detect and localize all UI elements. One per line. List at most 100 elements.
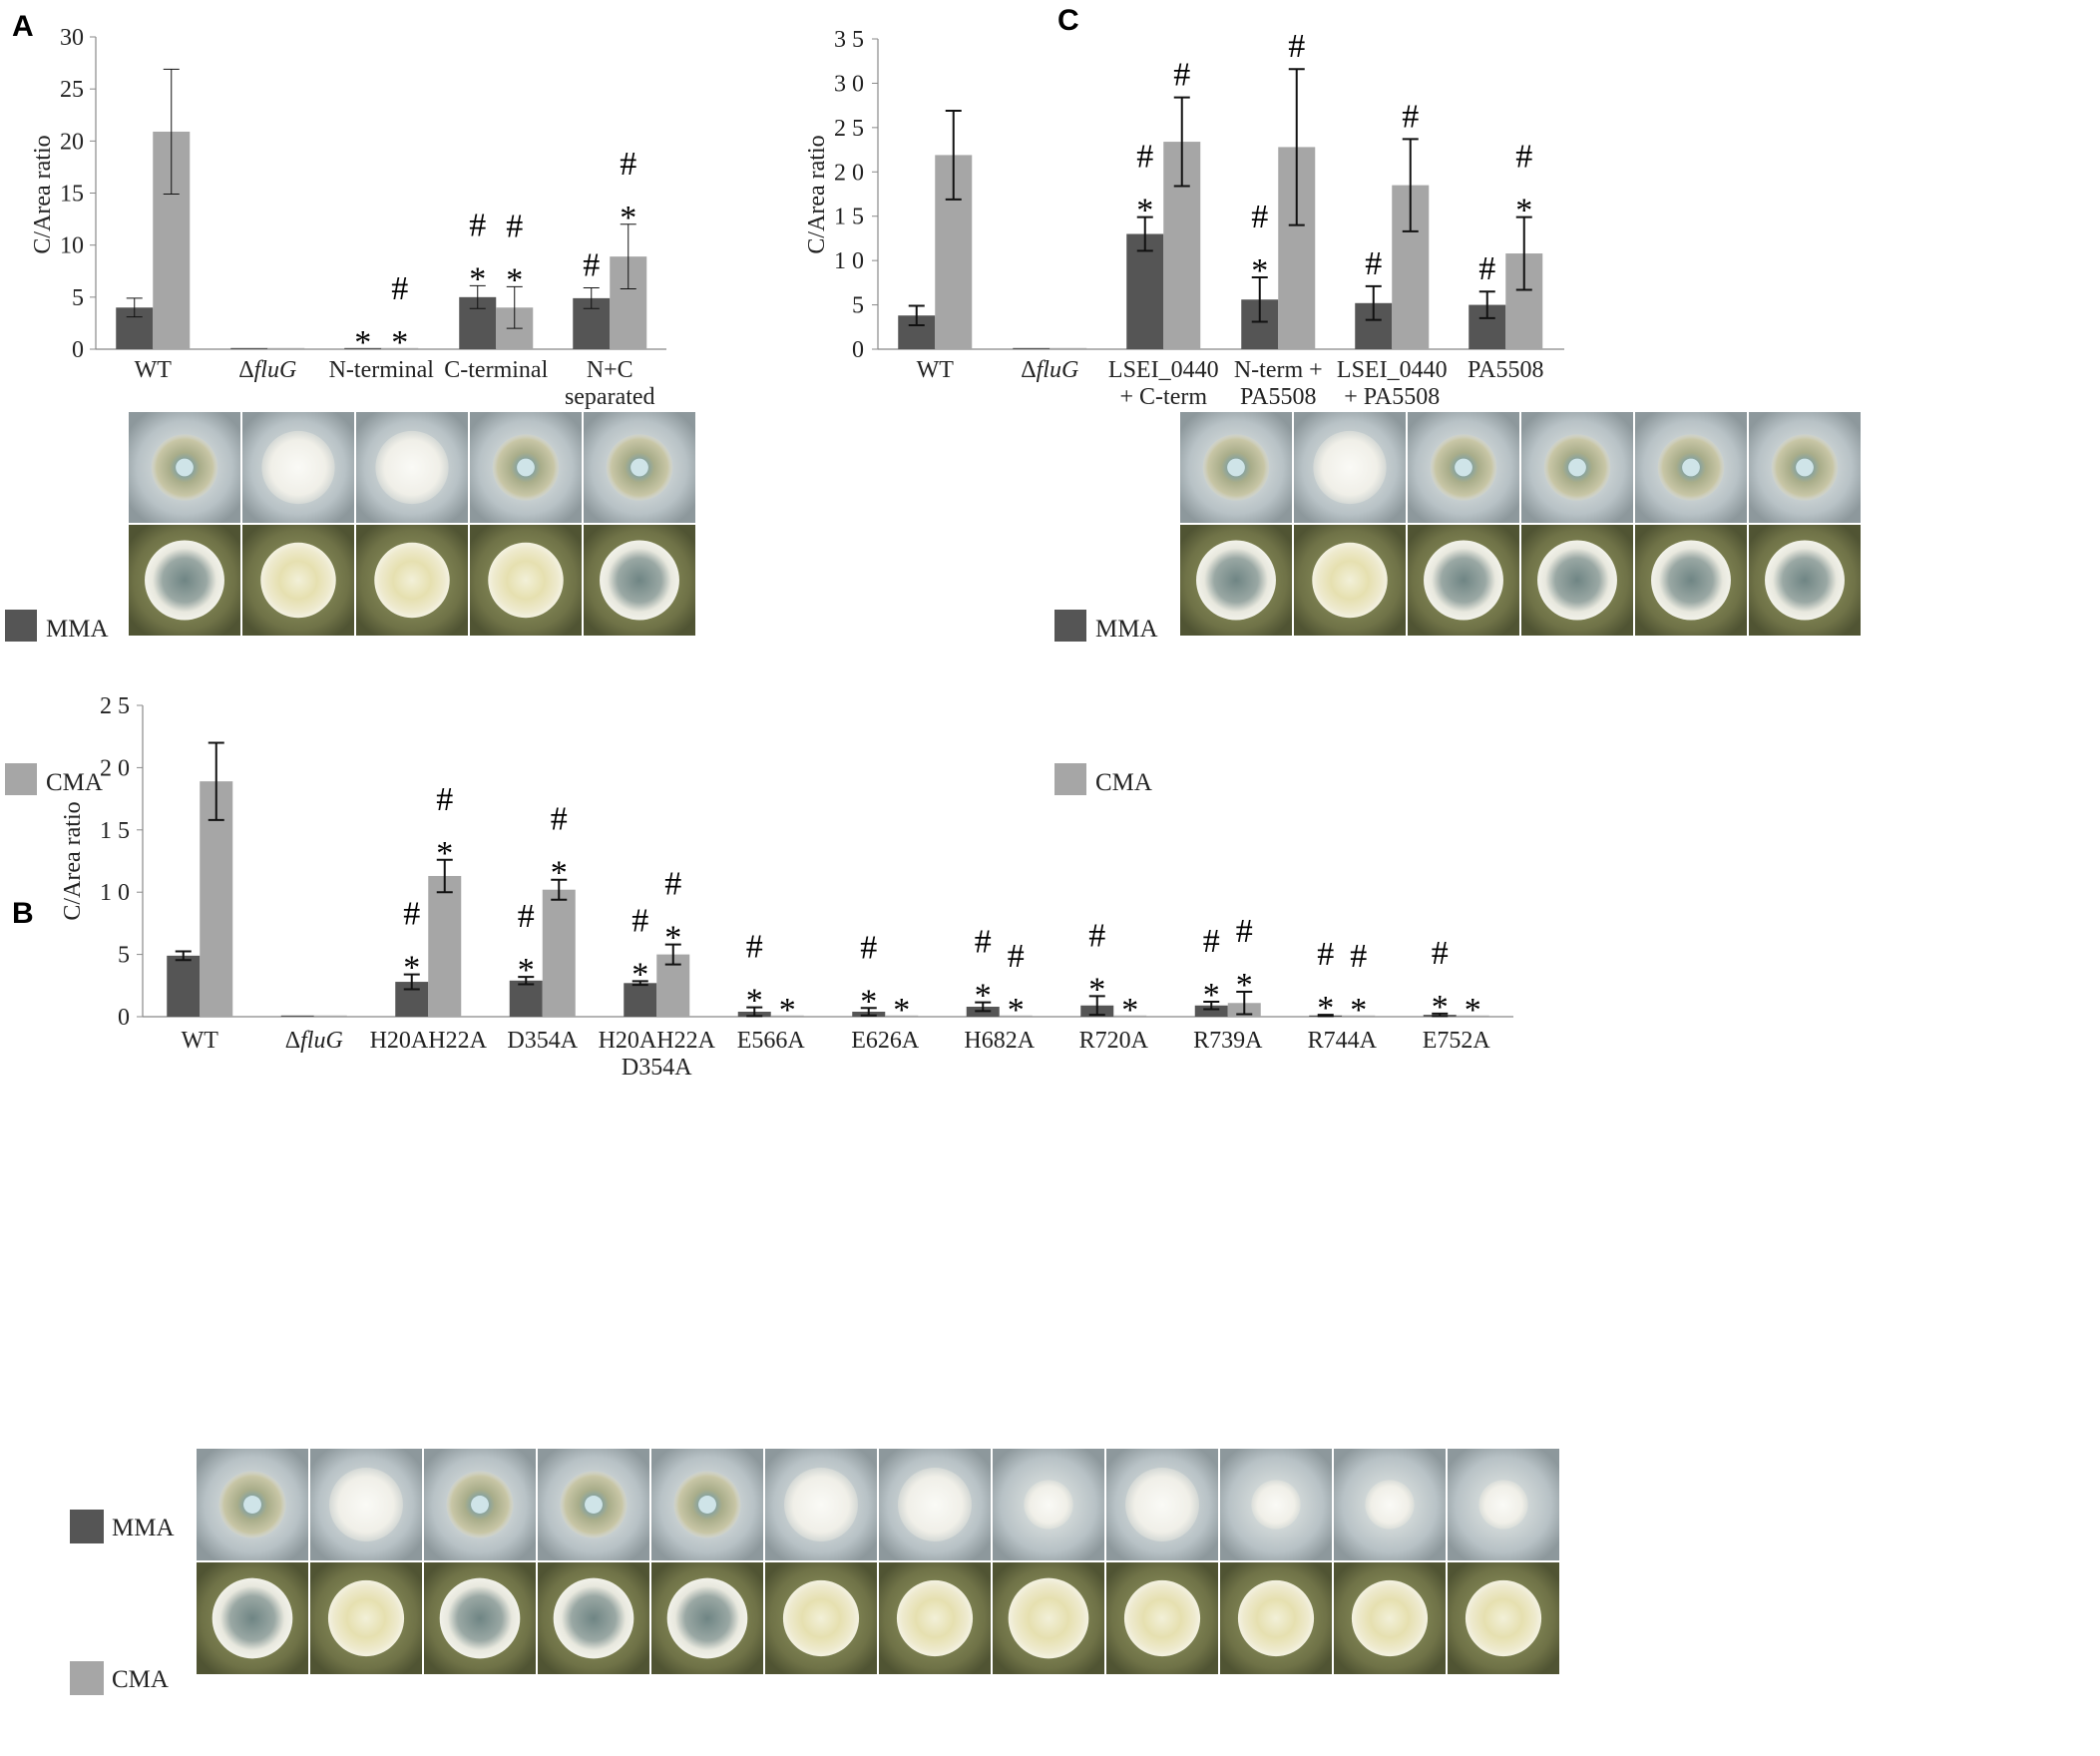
- bar-mma: [280, 1015, 314, 1017]
- colony: [488, 542, 564, 619]
- colony-center: [1568, 458, 1586, 477]
- significance-star: *: [779, 992, 796, 1029]
- colony-center: [1227, 458, 1245, 477]
- bar-cma: [1050, 347, 1087, 349]
- legend-label-mma: MMA: [1095, 616, 1158, 643]
- colony-center: [243, 1496, 261, 1514]
- plates-panel-b: [197, 1449, 1559, 1674]
- bar-cma: [885, 1015, 919, 1017]
- significance-star: *: [1350, 992, 1367, 1029]
- significance-hash: #: [1251, 199, 1268, 235]
- colony: [145, 540, 224, 621]
- significance-hash: #: [403, 896, 420, 933]
- significance-hash: #: [664, 866, 681, 903]
- x-category-label: LSEI_0440 + PA5508: [1337, 357, 1448, 410]
- y-tick-label: 1 0: [100, 880, 130, 906]
- significance-hash: #: [436, 781, 453, 818]
- colony-center: [698, 1496, 716, 1514]
- colony: [1465, 1579, 1542, 1657]
- bar-cma: [999, 1015, 1033, 1017]
- bar-cma: [267, 347, 305, 349]
- y-tick-label: 20: [60, 129, 84, 155]
- colony: [1196, 540, 1276, 621]
- plates-panel-a: [129, 412, 695, 636]
- significance-star: *: [746, 983, 763, 1020]
- bar-cma: [1342, 1015, 1376, 1017]
- bar-cma: [428, 875, 462, 1017]
- significance-hash: #: [1317, 936, 1334, 973]
- x-category-label: E566A: [737, 1028, 806, 1054]
- colony: [1312, 542, 1388, 619]
- y-axis-label: C/Area ratio: [804, 135, 830, 253]
- significance-hash: #: [746, 929, 763, 966]
- bar-mma: [624, 983, 657, 1017]
- chart-panel-a: 0 5 10 15 20 25 30 C/Area ratio WT ΔfluG * * # N-term…: [30, 25, 666, 410]
- significance-hash: #: [1402, 98, 1419, 135]
- significance-star: *: [631, 956, 648, 993]
- scale-bar: [2048, 845, 2090, 851]
- bar-cma: [381, 347, 419, 349]
- x-category-label: R720A: [1079, 1028, 1149, 1054]
- plates-panel-c: [1180, 412, 1861, 636]
- colony: [1313, 430, 1387, 505]
- colony: [211, 1577, 293, 1659]
- y-tick-label: 1 0: [834, 248, 864, 274]
- y-tick-label: 15: [60, 182, 84, 208]
- y-tick-label: 2 0: [100, 755, 130, 781]
- significance-hash: #: [1515, 139, 1532, 176]
- significance-star: *: [1121, 992, 1138, 1029]
- y-tick-label: 30: [60, 25, 84, 51]
- legend-b: MMA CMA: [70, 1510, 175, 1695]
- x-category-label: N-term + PA5508: [1234, 357, 1323, 410]
- colony: [784, 1468, 858, 1541]
- colony: [1125, 1468, 1199, 1541]
- significance-hash: #: [1236, 913, 1253, 950]
- legend-swatch-mma: [1054, 610, 1086, 642]
- x-category-label: PA5508: [1468, 357, 1543, 383]
- y-tick-label: 3 0: [834, 71, 864, 97]
- significance-hash: #: [631, 902, 648, 939]
- x-category-label: N+C separated: [565, 357, 655, 410]
- colony: [1765, 540, 1845, 621]
- bar-mma: [1013, 347, 1050, 349]
- y-tick-label: 5: [852, 293, 864, 319]
- significance-hash: #: [975, 924, 992, 961]
- significance-star: *: [551, 855, 568, 892]
- colony: [261, 430, 335, 505]
- x-category-label: WT: [182, 1028, 219, 1054]
- significance-hash: #: [469, 207, 486, 243]
- scale-bar: [862, 845, 904, 851]
- significance-star: *: [1465, 992, 1481, 1029]
- x-category-label: H20AH22A D354A: [599, 1028, 716, 1081]
- legend-swatch-mma: [5, 610, 37, 642]
- x-category-label: ΔfluG: [1021, 357, 1078, 383]
- y-axis-label: C/Area ratio: [60, 801, 86, 920]
- colony: [1123, 1579, 1201, 1657]
- chart-panel-b: 0 5 1 0 1 5 2 0 2 5 C/Area ratio WT ΔfluG * # * # H20…: [60, 693, 1513, 1081]
- x-category-label: H20AH22A: [370, 1028, 488, 1054]
- bar-cma: [1456, 1015, 1489, 1017]
- colony-center: [1796, 458, 1814, 477]
- colony: [1365, 1480, 1415, 1530]
- colony: [1424, 540, 1503, 621]
- significance-hash: #: [1365, 245, 1382, 282]
- panel-letter-b: B: [12, 897, 34, 930]
- significance-star: *: [518, 952, 535, 989]
- colony-center: [630, 458, 648, 477]
- colony: [1024, 1480, 1073, 1530]
- bar-mma: [1194, 1005, 1228, 1017]
- y-tick-label: 0: [118, 1005, 130, 1031]
- colony: [260, 542, 336, 619]
- x-category-label: N-terminal: [329, 357, 435, 383]
- significance-hash: #: [551, 801, 568, 838]
- y-tick-label: 5: [118, 943, 130, 969]
- x-category-label: ΔfluG: [285, 1028, 343, 1054]
- panel-letter-a: A: [12, 10, 34, 43]
- legend-c: MMA CMA: [1054, 610, 1158, 796]
- bar-mma: [230, 347, 268, 349]
- legend-a: MMA CMA: [5, 610, 109, 796]
- colony: [666, 1577, 748, 1659]
- legend-swatch-cma: [70, 1661, 104, 1695]
- significance-hash: #: [620, 146, 636, 183]
- y-tick-label: 5: [72, 285, 84, 311]
